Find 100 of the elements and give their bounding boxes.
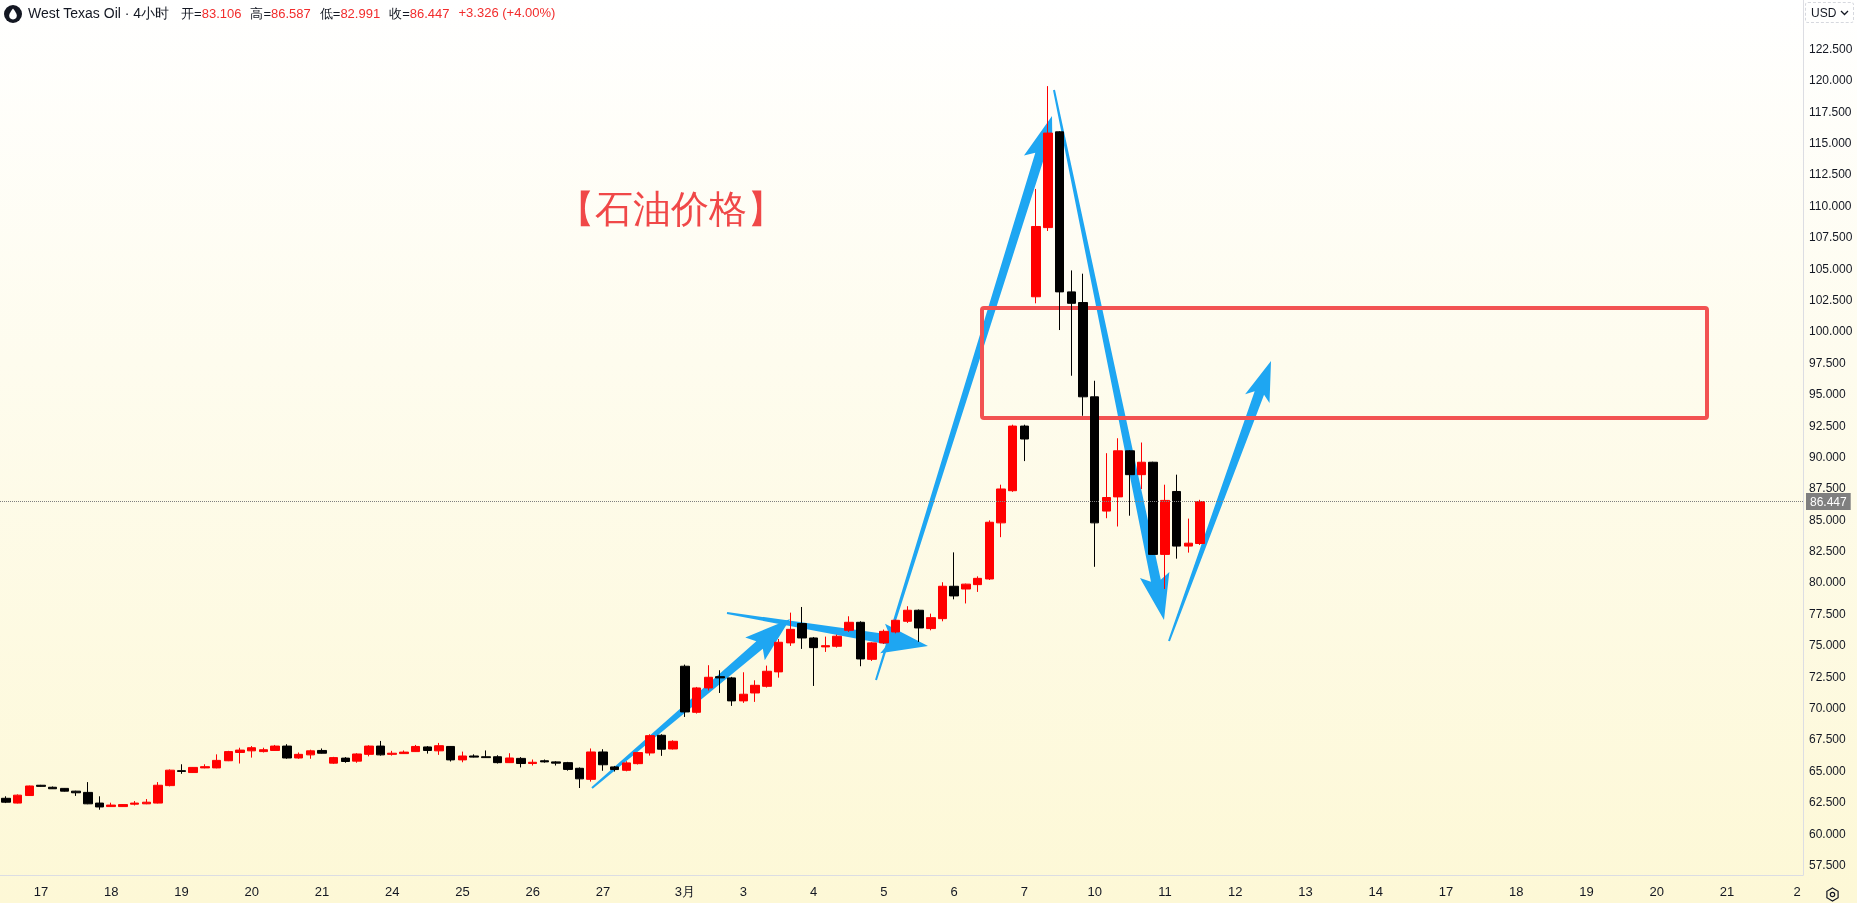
candlestick	[1137, 442, 1146, 490]
candlestick	[1172, 474, 1181, 560]
candlestick	[25, 785, 34, 797]
candlestick	[212, 753, 221, 769]
y-tick-label: 95.000	[1809, 387, 1847, 402]
x-tick-label: 2	[1793, 884, 1801, 899]
candlestick	[270, 744, 280, 752]
candlestick	[294, 751, 303, 760]
candlestick	[259, 747, 268, 753]
x-tick-label: 5	[880, 884, 888, 899]
candlestick	[1113, 437, 1123, 528]
annotation: 收=86.447	[389, 5, 450, 23]
candlestick	[680, 664, 690, 718]
candlestick	[985, 519, 994, 581]
y-tick-label: 92.500	[1809, 418, 1847, 433]
candlestick	[458, 751, 467, 763]
ref-line-label: 86.447	[1810, 494, 1848, 509]
x-tick-label: 24	[384, 884, 400, 899]
candlestick	[423, 745, 432, 755]
candlestick	[668, 739, 678, 750]
candlestick	[446, 745, 455, 763]
candlestick	[118, 803, 128, 808]
x-tick-label: 18	[1508, 884, 1524, 899]
candlestick	[1090, 380, 1099, 568]
candlestick	[879, 629, 889, 645]
candlestick	[317, 747, 327, 755]
candlestick	[83, 781, 93, 805]
candlestick	[540, 759, 549, 764]
candlestick	[200, 763, 210, 769]
annotation: 低=82.991	[319, 5, 381, 23]
candlestick	[1184, 518, 1193, 554]
candlestick	[657, 733, 666, 757]
candlestick	[727, 676, 736, 707]
candlestick	[1102, 452, 1111, 519]
candlestick	[341, 756, 350, 764]
candlestick	[71, 790, 81, 797]
x-tick-label: 3月	[674, 884, 696, 899]
x-tick-label: 27	[595, 884, 611, 899]
candlestick	[598, 748, 608, 772]
x-tick-label: 12	[1227, 884, 1243, 899]
candlestick	[832, 634, 842, 649]
candlestick	[528, 759, 537, 767]
x-tick-label: 14	[1368, 884, 1383, 899]
x-tick-label: 4	[810, 884, 818, 899]
candlestick	[949, 551, 959, 600]
candlestick	[306, 749, 315, 760]
y-tick-label: 62.500	[1809, 795, 1847, 810]
candlestick	[739, 671, 748, 704]
x-tick-label: 11	[1158, 884, 1172, 899]
annotation: 开=83.106	[181, 5, 242, 23]
candlestick	[36, 784, 46, 788]
y-tick-label: 115.000	[1809, 136, 1852, 151]
y-tick-label: 57.500	[1809, 857, 1847, 872]
x-tick-label: 10	[1087, 884, 1102, 899]
candlestick	[1148, 461, 1158, 556]
candlestick	[996, 484, 1006, 538]
candlestick	[434, 742, 444, 756]
candlestick	[786, 612, 795, 647]
candlestick	[1078, 273, 1088, 417]
candlestick	[750, 679, 760, 703]
y-tick-label: 105.000	[1809, 261, 1853, 276]
candlestick	[903, 605, 912, 624]
x-tick-label: 7	[1020, 884, 1029, 899]
annotation: 高=86.587	[250, 5, 311, 23]
candlestick	[130, 800, 139, 806]
candlestick	[329, 756, 338, 765]
x-tick-label: 19	[174, 884, 189, 899]
y-tick-label: 70.000	[1809, 701, 1847, 716]
candlestick	[1008, 424, 1017, 493]
candlestick	[914, 608, 924, 643]
x-tick-label: 3	[739, 884, 748, 899]
candlestick	[1020, 424, 1029, 462]
candlestick	[856, 620, 865, 667]
y-tick-label: 112.500	[1809, 167, 1852, 182]
candlestick	[645, 733, 655, 757]
chart-title: West Texas Oil · 4小时	[28, 5, 170, 23]
candlestick	[622, 760, 631, 772]
candlestick	[774, 638, 783, 679]
y-tick-label: 102.500	[1809, 293, 1853, 308]
y-tick-label: 117.500	[1809, 104, 1852, 119]
y-tick-label: 75.000	[1809, 638, 1847, 653]
candlestick	[1125, 449, 1135, 517]
candlestick	[926, 613, 936, 631]
x-tick-label: 21	[314, 884, 330, 899]
y-tick-label: 110.000	[1809, 198, 1852, 213]
candlestick	[13, 793, 22, 804]
y-tick-label: 90.000	[1809, 449, 1847, 464]
candlestick	[867, 641, 877, 662]
candlestick	[106, 802, 116, 808]
y-tick-label: 122.500	[1809, 41, 1853, 56]
candlestick	[938, 581, 947, 622]
candlestick	[1055, 130, 1064, 331]
candlestick	[364, 744, 374, 757]
y-tick-label: 97.500	[1809, 355, 1847, 370]
y-tick-label: 65.000	[1809, 763, 1847, 778]
candlestick	[961, 583, 971, 604]
x-tick-label: 18	[103, 884, 119, 899]
candlestick	[399, 749, 409, 755]
y-tick-label: 72.500	[1809, 669, 1847, 684]
candlestick	[809, 636, 818, 687]
